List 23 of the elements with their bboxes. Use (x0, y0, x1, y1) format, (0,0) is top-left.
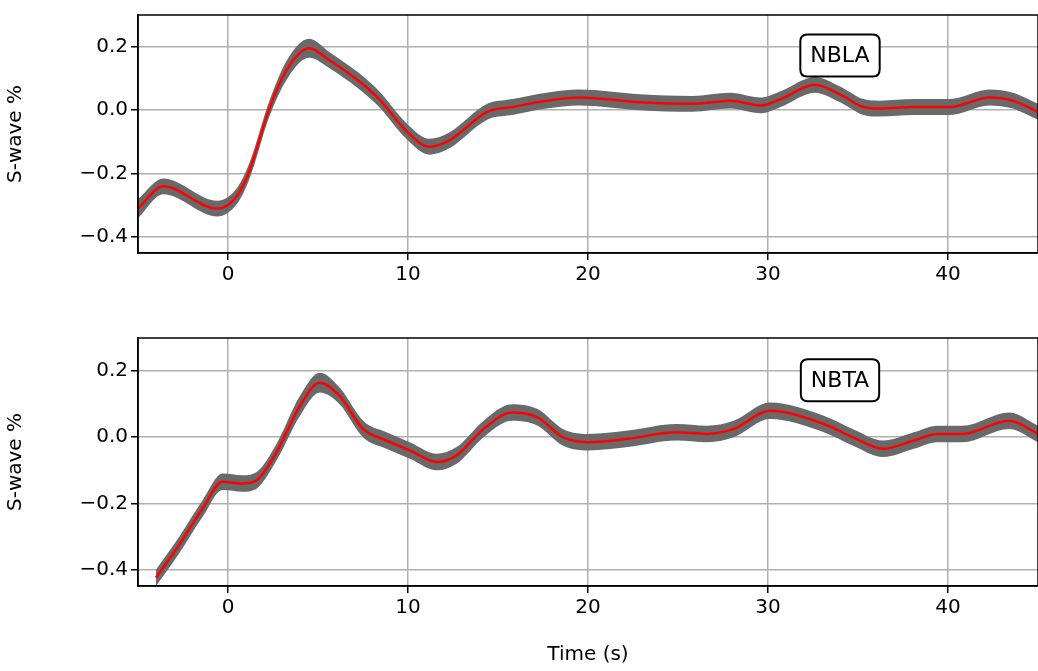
annotation: NBLA (810, 42, 870, 68)
y-axis-title: S-wave % (2, 84, 27, 184)
y-tick-label: −0.2 (79, 159, 128, 184)
x-tick-label: 0 (221, 261, 235, 286)
x-axis-title: Time (s) (546, 641, 629, 666)
y-tick-label: −0.4 (79, 555, 128, 580)
y-tick-label: 0.2 (96, 357, 128, 382)
y-tick-label: −0.2 (79, 489, 128, 514)
x-tick-label: 10 (395, 594, 421, 619)
y-axis-title: S-wave % (2, 412, 27, 512)
y-tick-label: −0.4 (79, 223, 128, 248)
x-tick-label: 10 (395, 261, 421, 286)
annotation: NBTA (810, 366, 870, 392)
x-tick-label: 0 (221, 594, 235, 619)
y-tick-label: 0.2 (96, 32, 128, 57)
x-tick-label: 40 (935, 594, 961, 619)
x-tick-label: 30 (755, 261, 781, 286)
y-tick-label: 0.0 (96, 96, 128, 121)
x-tick-label: 40 (935, 261, 961, 286)
x-tick-label: 20 (575, 594, 601, 619)
x-tick-label: 30 (755, 594, 781, 619)
x-tick-label: 20 (575, 261, 601, 286)
y-tick-label: 0.0 (96, 423, 128, 448)
